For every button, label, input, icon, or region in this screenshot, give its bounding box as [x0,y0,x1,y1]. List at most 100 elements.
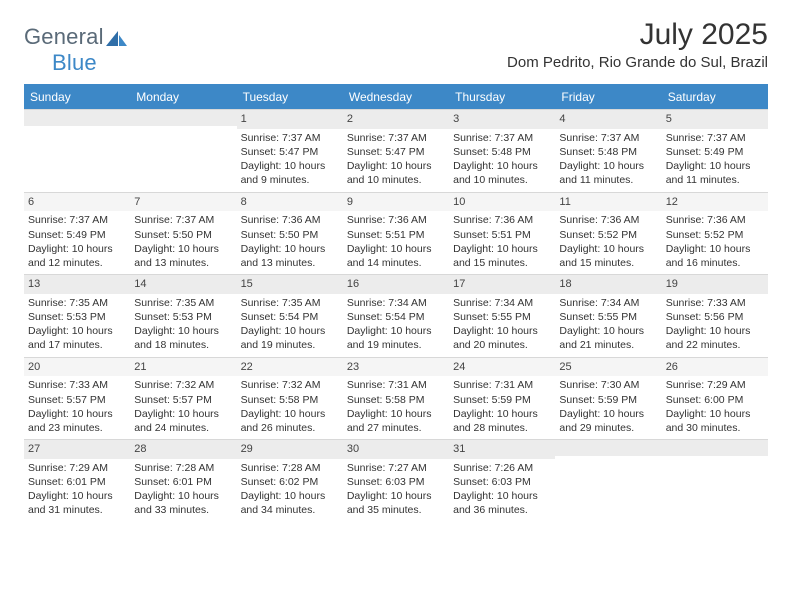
day-number: 8 [237,192,343,212]
sunrise-line: Sunrise: 7:35 AM [28,296,126,310]
dow-cell: Monday [130,86,236,109]
day-body: Sunrise: 7:34 AMSunset: 5:55 PMDaylight:… [555,294,661,357]
sunset-line: Sunset: 5:59 PM [453,393,551,407]
day-number [662,439,768,456]
daylight-line: Daylight: 10 hours and 22 minutes. [666,324,764,352]
week-row: 27Sunrise: 7:29 AMSunset: 6:01 PMDayligh… [24,439,768,522]
day-cell: 8Sunrise: 7:36 AMSunset: 5:50 PMDaylight… [237,192,343,275]
sunrise-line: Sunrise: 7:35 AM [134,296,232,310]
dow-cell: Wednesday [343,86,449,109]
calendar-grid: SundayMondayTuesdayWednesdayThursdayFrid… [24,84,768,522]
daylight-line: Daylight: 10 hours and 9 minutes. [241,159,339,187]
day-number: 20 [24,357,130,377]
day-number: 18 [555,274,661,294]
day-body: Sunrise: 7:35 AMSunset: 5:53 PMDaylight:… [24,294,130,357]
sunrise-line: Sunrise: 7:34 AM [347,296,445,310]
daylight-line: Daylight: 10 hours and 15 minutes. [559,242,657,270]
day-cell: 15Sunrise: 7:35 AMSunset: 5:54 PMDayligh… [237,274,343,357]
sunset-line: Sunset: 5:49 PM [666,145,764,159]
day-number: 5 [662,109,768,129]
sunrise-line: Sunrise: 7:37 AM [241,131,339,145]
day-cell [555,439,661,522]
day-number: 31 [449,439,555,459]
page-header: General Blue July 2025 Dom Pedrito, Rio … [24,18,768,76]
sunset-line: Sunset: 5:49 PM [28,228,126,242]
day-number: 30 [343,439,449,459]
day-number: 3 [449,109,555,129]
day-cell: 28Sunrise: 7:28 AMSunset: 6:01 PMDayligh… [130,439,236,522]
sunrise-line: Sunrise: 7:36 AM [453,213,551,227]
sunrise-line: Sunrise: 7:36 AM [666,213,764,227]
day-number: 28 [130,439,236,459]
month-title: July 2025 [507,18,768,52]
day-cell: 3Sunrise: 7:37 AMSunset: 5:48 PMDaylight… [449,109,555,192]
day-number: 10 [449,192,555,212]
day-cell: 19Sunrise: 7:33 AMSunset: 5:56 PMDayligh… [662,274,768,357]
sunset-line: Sunset: 5:52 PM [559,228,657,242]
day-number: 7 [130,192,236,212]
day-number: 11 [555,192,661,212]
sunset-line: Sunset: 5:47 PM [241,145,339,159]
sunset-line: Sunset: 6:01 PM [134,475,232,489]
daylight-line: Daylight: 10 hours and 11 minutes. [666,159,764,187]
sunset-line: Sunset: 5:53 PM [28,310,126,324]
day-number: 24 [449,357,555,377]
sunset-line: Sunset: 5:48 PM [559,145,657,159]
day-body: Sunrise: 7:36 AMSunset: 5:51 PMDaylight:… [449,211,555,274]
day-cell [662,439,768,522]
day-body: Sunrise: 7:29 AMSunset: 6:00 PMDaylight:… [662,376,768,439]
sunset-line: Sunset: 5:54 PM [241,310,339,324]
day-body: Sunrise: 7:37 AMSunset: 5:48 PMDaylight:… [449,129,555,192]
daylight-line: Daylight: 10 hours and 28 minutes. [453,407,551,435]
day-cell: 30Sunrise: 7:27 AMSunset: 6:03 PMDayligh… [343,439,449,522]
sunrise-line: Sunrise: 7:35 AM [241,296,339,310]
day-body: Sunrise: 7:29 AMSunset: 6:01 PMDaylight:… [24,459,130,522]
day-number: 26 [662,357,768,377]
day-number: 22 [237,357,343,377]
day-number: 21 [130,357,236,377]
week-row: 1Sunrise: 7:37 AMSunset: 5:47 PMDaylight… [24,109,768,192]
day-cell: 9Sunrise: 7:36 AMSunset: 5:51 PMDaylight… [343,192,449,275]
sunset-line: Sunset: 6:01 PM [28,475,126,489]
day-body [130,126,236,132]
weeks-container: 1Sunrise: 7:37 AMSunset: 5:47 PMDaylight… [24,109,768,522]
dow-cell: Tuesday [237,86,343,109]
day-cell: 26Sunrise: 7:29 AMSunset: 6:00 PMDayligh… [662,357,768,440]
daylight-line: Daylight: 10 hours and 13 minutes. [241,242,339,270]
logo-text-blue: Blue [52,50,97,75]
day-cell [24,109,130,192]
day-number: 1 [237,109,343,129]
day-body: Sunrise: 7:37 AMSunset: 5:49 PMDaylight:… [24,211,130,274]
day-body: Sunrise: 7:35 AMSunset: 5:53 PMDaylight:… [130,294,236,357]
dow-header-row: SundayMondayTuesdayWednesdayThursdayFrid… [24,86,768,109]
sunrise-line: Sunrise: 7:27 AM [347,461,445,475]
sunrise-line: Sunrise: 7:37 AM [28,213,126,227]
daylight-line: Daylight: 10 hours and 10 minutes. [347,159,445,187]
sunrise-line: Sunrise: 7:37 AM [453,131,551,145]
day-cell: 21Sunrise: 7:32 AMSunset: 5:57 PMDayligh… [130,357,236,440]
sunrise-line: Sunrise: 7:28 AM [134,461,232,475]
daylight-line: Daylight: 10 hours and 10 minutes. [453,159,551,187]
daylight-line: Daylight: 10 hours and 35 minutes. [347,489,445,517]
day-number: 14 [130,274,236,294]
sunrise-line: Sunrise: 7:31 AM [347,378,445,392]
day-body: Sunrise: 7:33 AMSunset: 5:57 PMDaylight:… [24,376,130,439]
sunrise-line: Sunrise: 7:37 AM [347,131,445,145]
day-cell: 4Sunrise: 7:37 AMSunset: 5:48 PMDaylight… [555,109,661,192]
day-cell: 1 Sunrise: 7:37 AMSunset: 5:47 PMDaylight… [237,109,343,192]
day-body: Sunrise: 7:33 AMSunset: 5:56 PMDaylight:… [662,294,768,357]
sunrise-line: Sunrise: 7:37 AM [666,131,764,145]
day-cell: 25Sunrise: 7:30 AMSunset: 5:59 PMDayligh… [555,357,661,440]
day-body: Sunrise: 7:36 AMSunset: 5:52 PMDaylight:… [662,211,768,274]
day-number: 29 [237,439,343,459]
sunset-line: Sunset: 6:03 PM [453,475,551,489]
day-cell: 2Sunrise: 7:37 AMSunset: 5:47 PMDaylight… [343,109,449,192]
sunrise-line: Sunrise: 7:33 AM [28,378,126,392]
day-body [24,126,130,132]
sunset-line: Sunset: 6:02 PM [241,475,339,489]
daylight-line: Daylight: 10 hours and 26 minutes. [241,407,339,435]
logo-text: General Blue [24,24,128,76]
day-body: Sunrise: 7:37 AMSunset: 5:50 PMDaylight:… [130,211,236,274]
day-cell: 13Sunrise: 7:35 AMSunset: 5:53 PMDayligh… [24,274,130,357]
sunrise-line: Sunrise: 7:31 AM [453,378,551,392]
